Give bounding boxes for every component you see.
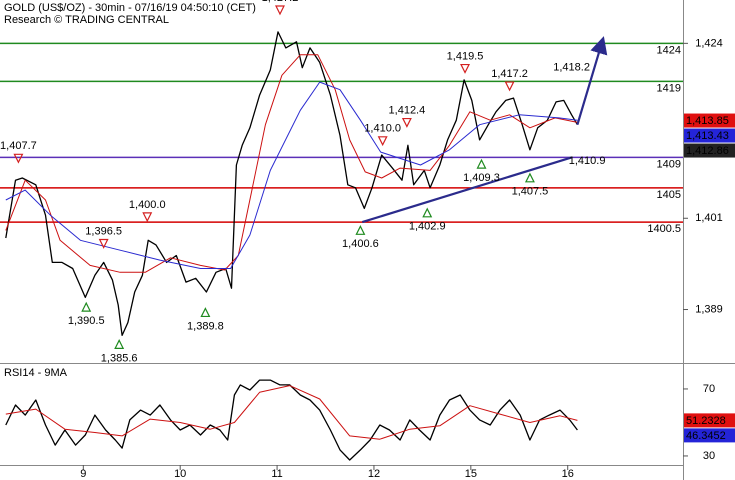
level-label: 1419 [657, 82, 681, 94]
forecast-arrow [576, 36, 608, 126]
chart-subtitle: Research © TRADING CENTRAL [4, 14, 169, 26]
level-label: 1400.5 [647, 223, 681, 235]
support-marker [355, 224, 366, 235]
resistance-marker [98, 238, 109, 249]
marker-label: 1,402.9 [409, 221, 446, 233]
marker-label: 1,410.0 [364, 123, 401, 135]
chart-title: RSI14 - 9MA [4, 367, 68, 379]
marker-label: 1,400.6 [342, 238, 379, 250]
marker-label: 1,412.4 [389, 104, 426, 116]
support-marker [476, 158, 487, 169]
support-marker [200, 307, 211, 318]
marker-label: 1,400.0 [129, 199, 166, 211]
y-tick-label: 1,389 [695, 303, 723, 315]
resistance-marker [460, 63, 470, 74]
marker-label: 1,409.3 [463, 172, 500, 184]
rsi-panel: RSI14 - 9MA [4, 367, 578, 461]
chart-title: GOLD (US$/OZ) - 30min - 07/16/19 04:50:1… [4, 2, 256, 14]
price-tag [684, 128, 735, 143]
resistance-marker [142, 212, 153, 223]
x-tick-label: 9 [80, 468, 86, 480]
marker-label: 1,396.5 [85, 225, 122, 237]
marker-label: 1,385.6 [101, 352, 138, 364]
resistance-marker [504, 81, 515, 92]
price-tag [684, 428, 735, 443]
support-marker [81, 301, 92, 312]
price-tag [684, 113, 735, 128]
series-line [5, 54, 578, 273]
resistance-marker [13, 153, 24, 164]
price-tag-label: 46.3452 [686, 430, 726, 442]
series-line [5, 385, 578, 440]
resistance-marker [401, 117, 412, 128]
marker-label: 1,407.5 [512, 186, 549, 198]
support-marker [114, 339, 125, 349]
x-tick-label: 11 [271, 468, 282, 480]
support-marker [524, 172, 535, 183]
marker-label: 1,390.5 [68, 315, 105, 327]
marker-label: 1,389.8 [187, 320, 224, 332]
price-panel: GOLD (US$/OZ) - 30min - 07/16/19 04:50:1… [0, 0, 683, 364]
marker-label: 1,417.2 [491, 68, 528, 80]
trend-line [361, 156, 572, 224]
series-line [5, 81, 578, 269]
x-tick-label: 15 [465, 468, 477, 480]
level-label: 1424 [657, 44, 681, 56]
price-tag-label: 51.2328 [686, 415, 726, 427]
price-tag [684, 143, 735, 158]
resistance-marker [275, 5, 285, 16]
x-tick-label: 10 [174, 468, 186, 480]
series-line [5, 31, 578, 337]
y-tick-label: 1,424 [695, 37, 723, 49]
marker-label: 1,427.2 [262, 0, 299, 4]
price-tag-label: 1,413.85 [686, 115, 729, 127]
support-marker [422, 207, 433, 218]
axes: 1,424 1,401 1,389 1,413.85 1,413.43 1,412.86 7… [80, 37, 735, 480]
price-tag-label: 1,413.43 [686, 130, 729, 142]
resistance-marker [377, 136, 388, 147]
y-tick-label: 30 [703, 450, 715, 462]
series-line [5, 379, 578, 461]
price-tag [684, 413, 735, 428]
level-label: 1405 [657, 189, 681, 201]
marker-label: 1,410.9 [569, 155, 606, 167]
marker-label: 1,418.2 [553, 61, 590, 73]
x-tick-label: 12 [368, 468, 380, 480]
x-tick-label: 16 [562, 468, 574, 480]
price-tag-label: 1,412.86 [686, 145, 729, 157]
y-tick-label: 70 [703, 383, 715, 395]
level-label: 1409 [657, 158, 681, 170]
y-tick-label: 1,401 [695, 212, 723, 224]
marker-label: 1,407.7 [0, 140, 37, 152]
marker-label: 1,419.5 [447, 50, 484, 62]
